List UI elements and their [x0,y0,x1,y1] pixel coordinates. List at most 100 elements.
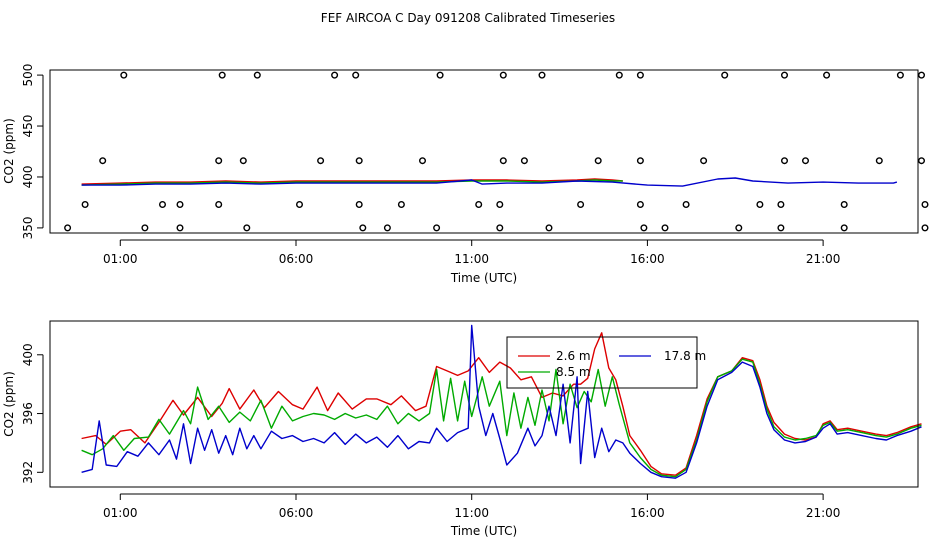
top-calibration-points [64,71,929,232]
calibration-point-1-10 [700,157,708,165]
top-x-tick-label-2: 11:00 [454,252,489,266]
bottom-x-tick-label-2: 11:00 [454,506,489,520]
calibration-point-0-8 [615,71,623,79]
calibration-point-1-5 [419,157,427,165]
calibration-point-2-13 [777,200,785,208]
calibration-point-0-9 [636,71,644,79]
top-panel: 01:00 06:00 11:00 16:00 21:00 350 400 450 500 T… [2,64,929,285]
calibration-point-0-12 [823,71,831,79]
calibration-point-3-4 [359,224,367,232]
calibration-point-1-13 [875,157,883,165]
calibration-point-3-14 [921,224,929,232]
bottom-x-tick-label-0: 01:00 [103,506,138,520]
top-y-tick-label-3: 500 [21,64,35,87]
bottom-y-axis-title: CO2 (ppm) [2,371,16,437]
calibration-point-1-8 [594,157,602,165]
bottom-series-line-2 [81,324,922,479]
top-x-axis-title: Time (UTC) [450,271,517,285]
top-series-line-2 [81,177,898,187]
top-series-line-0 [81,178,623,185]
bottom-x-tick-label-3: 16:00 [630,506,665,520]
calibration-point-3-9 [640,224,648,232]
top-y-tick-label-0: 350 [21,216,35,239]
legend-label-17-8m: 17.8 m [664,349,706,363]
top-series-layer [81,177,898,187]
calibration-point-2-15 [921,200,929,208]
calibration-point-0-0 [120,71,128,79]
calibration-point-3-8 [545,224,553,232]
calibration-point-1-9 [636,157,644,165]
bottom-panel: 01:00 06:00 11:00 16:00 21:00 392 396 400 Time… [2,320,922,538]
calibration-point-2-1 [158,200,166,208]
calibration-point-1-1 [215,157,223,165]
bottom-series-line-1 [81,358,922,478]
calibration-point-1-11 [781,157,789,165]
calibration-point-1-6 [499,157,507,165]
calibration-point-0-13 [896,71,904,79]
legend-label-8-5m: 8.5 m [556,365,591,379]
calibration-point-0-7 [538,71,546,79]
calibration-point-1-7 [520,157,528,165]
top-x-tick-label-1: 06:00 [279,252,314,266]
calibration-point-2-8 [496,200,504,208]
calibration-point-0-1 [218,71,226,79]
top-plot-frame [49,69,919,234]
calibration-point-3-0 [64,224,72,232]
top-x-tick-label-4: 21:00 [806,252,841,266]
top-y-axis-title: CO2 (ppm) [2,118,16,184]
bottom-y-axis: 392 396 400 [21,343,44,484]
bottom-x-axis-title: Time (UTC) [450,524,517,538]
bottom-y-tick-label-0: 392 [21,461,35,484]
calibration-point-2-2 [176,200,184,208]
calibration-point-1-2 [239,157,247,165]
calibration-point-0-6 [499,71,507,79]
calibration-point-1-12 [802,157,810,165]
bottom-series-line-0 [81,332,922,476]
calibration-point-3-13 [840,224,848,232]
bottom-y-tick-label-1: 396 [21,402,35,425]
calibration-point-3-3 [243,224,251,232]
calibration-point-3-12 [777,224,785,232]
calibration-point-3-10 [661,224,669,232]
calibration-point-1-14 [918,157,926,165]
top-y-tick-label-2: 450 [21,115,35,138]
calibration-point-3-1 [141,224,149,232]
calibration-point-3-6 [433,224,441,232]
bottom-plot-frame [49,320,919,488]
calibration-point-2-6 [397,200,405,208]
calibration-point-3-7 [496,224,504,232]
calibration-point-1-4 [355,157,363,165]
calibration-point-2-9 [577,200,585,208]
bottom-x-tick-label-4: 21:00 [806,506,841,520]
calibration-point-2-11 [682,200,690,208]
calibration-point-2-12 [756,200,764,208]
legend-label-2-6m: 2.6 m [556,349,591,363]
calibration-point-1-0 [99,157,107,165]
bottom-series-layer [81,324,922,479]
calibration-point-2-4 [296,200,304,208]
calibration-point-0-3 [331,71,339,79]
bottom-y-tick-label-2: 400 [21,343,35,366]
calibration-point-0-11 [781,71,789,79]
calibration-point-3-11 [735,224,743,232]
bottom-x-tick-label-1: 06:00 [279,506,314,520]
calibration-point-0-4 [352,71,360,79]
legend: 2.6 m 17.8 m 8.5 m [506,336,706,389]
calibration-point-0-5 [436,71,444,79]
top-y-axis: 350 400 450 500 [21,64,44,239]
chart-title: FEF AIRCOA C Day 091208 Calibrated Times… [321,11,615,25]
calibration-point-2-10 [636,200,644,208]
bottom-x-axis: 01:00 06:00 11:00 16:00 21:00 [103,493,841,520]
calibration-point-3-5 [383,224,391,232]
calibration-point-2-3 [215,200,223,208]
calibration-point-3-2 [176,224,184,232]
top-x-tick-label-0: 01:00 [103,252,138,266]
calibration-point-0-2 [253,71,261,79]
top-y-tick-label-1: 400 [21,166,35,189]
legend-box [506,336,698,389]
calibration-point-0-10 [721,71,729,79]
top-x-tick-label-3: 16:00 [630,252,665,266]
calibration-point-2-14 [840,200,848,208]
calibration-point-2-5 [355,200,363,208]
